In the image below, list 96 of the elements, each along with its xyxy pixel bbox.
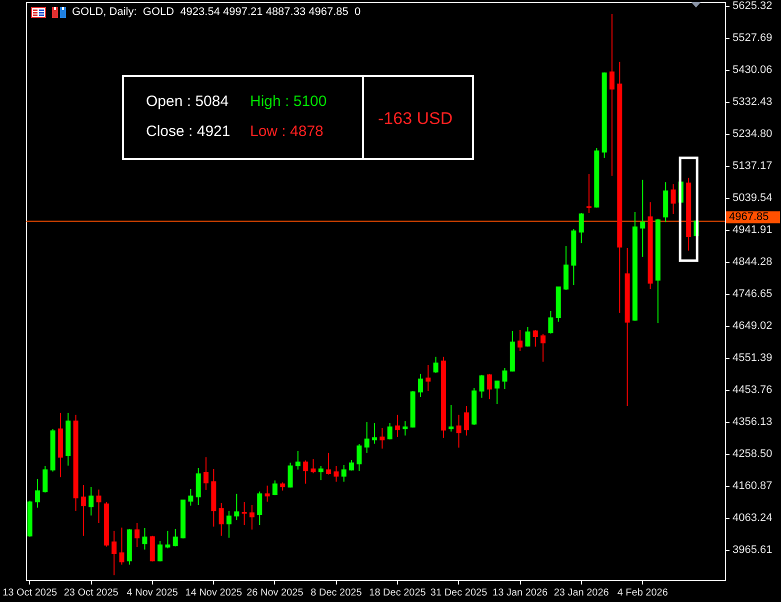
candlestick: [433, 356, 438, 374]
candlestick: [548, 310, 554, 334]
candlestick: [165, 530, 170, 549]
candlestick: [486, 373, 492, 400]
candlestick: [218, 502, 224, 536]
x-tick-label: 8 Dec 2025: [310, 588, 362, 598]
x-tick-label: 18 Dec 2025: [369, 588, 426, 598]
y-tick-label: 5137.17: [732, 160, 772, 172]
candlestick: [448, 404, 454, 432]
candlestick: [80, 484, 86, 536]
candlestick: [295, 450, 300, 470]
candlestick: [372, 422, 378, 444]
candlestick: [172, 528, 178, 547]
y-tick-label: 4258.50: [732, 448, 772, 460]
ref-line-label: 4967.85: [729, 211, 769, 224]
y-tick-label: 4063.24: [732, 512, 772, 524]
y-tick-label: 5625.32: [732, 0, 772, 12]
candlestick: [609, 13, 614, 176]
candlestick: [204, 456, 209, 490]
x-tick-label: 31 Dec 2025: [430, 588, 488, 598]
candlestick: [249, 504, 254, 530]
x-tick-label: 14 Nov 2025: [185, 588, 242, 598]
y-tick-label: 4160.87: [732, 480, 772, 492]
y-tick-label: 4844.28: [732, 256, 772, 268]
annotation: Close : 4921: [146, 123, 230, 141]
y-tick-label: 4941.91: [732, 224, 772, 236]
candlestick: [564, 246, 569, 290]
annotation: High : 5100: [250, 93, 327, 111]
y-tick-label: 5430.06: [732, 64, 772, 76]
x-tick-label: 13 Jan 2026: [492, 588, 548, 598]
y-tick-label: 4453.76: [732, 384, 772, 396]
candlestick: [318, 466, 324, 481]
candlestick: [494, 380, 500, 405]
candlestick: [418, 373, 423, 398]
y-tick-label: 4356.13: [732, 416, 772, 428]
candlestick: [387, 422, 392, 440]
candlestick: [518, 329, 523, 352]
candlestick: [303, 460, 308, 484]
candlestick: [242, 502, 247, 526]
x-tick-label: 26 Nov 2025: [246, 588, 304, 598]
candlestick: [42, 466, 48, 494]
candlestick: [364, 422, 370, 454]
x-tick-label: 23 Jan 2026: [554, 588, 610, 598]
y-tick-label: 5527.69: [732, 32, 772, 44]
candlestick: [272, 480, 278, 496]
candlestick: [188, 488, 194, 506]
candlestick: [540, 333, 546, 362]
candlestick: [380, 427, 385, 450]
candlestick: [326, 452, 332, 476]
y-tick-label: 5039.54: [732, 192, 772, 204]
candlestick: [196, 467, 201, 506]
candlestick: [150, 535, 155, 562]
candlestick: [334, 466, 339, 482]
candlestick: [395, 414, 400, 438]
x-tick-label: 13 Oct 2025: [2, 588, 58, 598]
candlestick: [234, 493, 240, 521]
candlestick: [134, 522, 140, 548]
x-tick-label: 4 Feb 2026: [617, 588, 668, 598]
candlestick: [640, 179, 646, 258]
candlestick: [341, 464, 346, 482]
candlestick: [456, 414, 462, 448]
candlestick: [226, 510, 232, 538]
candlestick: [158, 540, 163, 562]
candlestick: [464, 406, 469, 436]
candlestick: [310, 458, 316, 474]
annotation: Open : 5084: [146, 93, 229, 111]
y-tick-label: 4551.39: [732, 352, 772, 364]
x-tick-label: 4 Nov 2025: [126, 588, 178, 598]
y-tick-label: 4649.02: [732, 320, 772, 332]
candlestick: [586, 173, 592, 214]
candlestick: [119, 527, 124, 566]
candlestick: [96, 489, 102, 524]
candlestick: [670, 184, 676, 214]
candlestick: [578, 212, 584, 244]
candlestick: [257, 491, 262, 526]
candlestick: [34, 478, 40, 508]
candlestick: [426, 364, 431, 392]
candlestick: [356, 444, 362, 472]
y-tick-label: 4746.65: [732, 288, 772, 300]
annotation: -163 USD: [378, 108, 453, 130]
y-tick-label: 5332.43: [732, 96, 772, 108]
candlestick: [525, 326, 530, 348]
candlestick: [288, 462, 293, 488]
candlestick: [88, 486, 94, 516]
candlestick: [502, 367, 508, 390]
chart-title: GOLD, Daily: GOLD 4923.54 4997.21 4887.33 4967.85 0: [72, 5, 361, 19]
candlestick: [479, 374, 484, 398]
candlestick: [532, 329, 538, 348]
candlestick: [264, 485, 270, 502]
candlestick: [402, 420, 408, 436]
y-tick-label: 3965.61: [732, 544, 772, 556]
y-tick-label: 5234.80: [732, 128, 772, 140]
annotation: Low : 4878: [250, 123, 324, 141]
candlestick: [142, 527, 148, 550]
x-tick-label: 23 Oct 2025: [64, 588, 119, 598]
candlestick: [112, 530, 117, 576]
